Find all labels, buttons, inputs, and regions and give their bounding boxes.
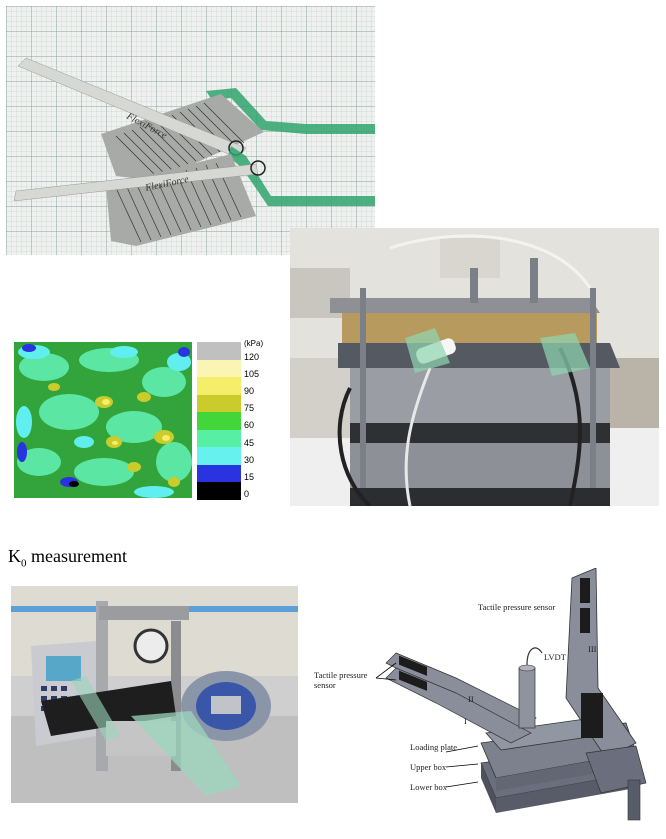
k0-heading-sub: 0 [21,557,27,570]
legend-label: 60 [244,420,255,430]
pressure-distribution-map [14,342,192,498]
legend-label: 30 [244,455,255,465]
k0-apparatus-photo [11,586,298,803]
legend-swatch [197,482,241,500]
label-upper-box: Upper box [410,762,447,772]
legend-swatch [197,342,241,360]
legend-label: 120 [244,352,260,362]
legend-label: 0 [244,489,250,499]
legend-swatch [197,359,241,377]
legend-swatch [197,412,241,430]
legend-swatch [197,429,241,447]
k0-heading-main: K [8,546,21,566]
legend-swatch [197,377,241,395]
legend-label: 15 [244,472,255,482]
legend-swatch [197,464,241,482]
legend-swatch [197,447,241,465]
label-lower-box: Lower box [410,782,448,792]
shear-box-photo [290,228,659,506]
legend-label: 90 [244,386,255,396]
k0-schematic-diagram: Tactile pressure sensor Tactile pressure… [306,567,661,830]
label-lvdt: LVDT [544,652,567,662]
k0-apparatus-drawing [11,586,298,803]
sensor-photo: FlexiForce FlexiForce [6,6,375,255]
k0-heading: K0 measurement [8,546,127,570]
schematic-drawing: Tactile pressure sensor Tactile pressure… [314,567,647,821]
label-loading-plate: Loading plate [410,742,457,752]
legend-unit: (kPa) [244,339,264,348]
sensor-lower [13,146,375,246]
pressure-legend: (kPa) 120 105 90 75 60 45 30 15 0 [197,339,267,500]
sensor-photo-drawing: FlexiForce FlexiForce [13,57,375,246]
sensor-upper [17,57,375,181]
legend-swatch [197,394,241,412]
k0-heading-rest: measurement [26,546,127,566]
roman-label-1: I [464,716,467,726]
legend-label: 105 [244,369,260,379]
shear-box-drawing [290,228,659,506]
roman-label-3: III [588,644,597,654]
label-sensor-left-1: Tactile pressure [314,670,368,680]
roman-label-2: II [468,694,474,704]
label-sensor-top: Tactile pressure sensor [478,602,555,612]
label-sensor-left-2: sensor [314,680,336,690]
pressure-map-drawing [14,342,192,498]
legend-label: 45 [244,438,255,448]
legend-label: 75 [244,403,255,413]
